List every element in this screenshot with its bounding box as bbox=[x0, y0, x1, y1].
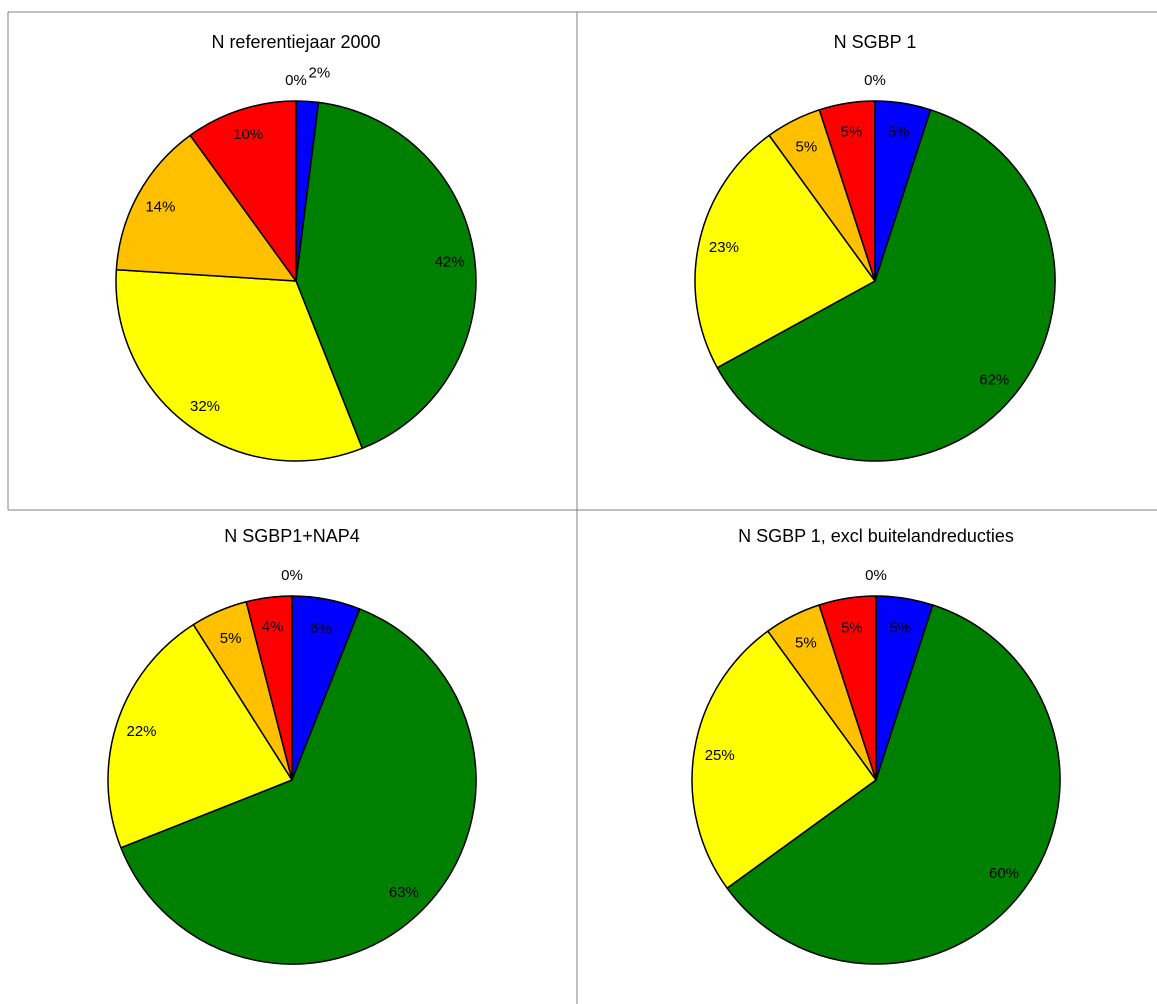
slice-label-white: 0% bbox=[281, 567, 303, 584]
pie-chart-panel-2: N SGBP 1 5% 62% 23% 5% 5% 0% bbox=[577, 0, 1157, 510]
pie-slice-green bbox=[716, 109, 1056, 462]
slice-label-white: 0% bbox=[285, 72, 307, 89]
pie-slice-yellow bbox=[115, 268, 364, 462]
pie-2: 5% 62% 23% 5% 5% 0% bbox=[694, 72, 1056, 462]
pie-slice-yellow bbox=[691, 630, 877, 889]
pie-slice-green bbox=[726, 604, 1061, 965]
slice-label-orange: 5% bbox=[795, 634, 817, 651]
slice-label-red: 4% bbox=[262, 619, 284, 636]
chart-title: N SGBP 1 bbox=[834, 32, 917, 52]
slice-label-white: 0% bbox=[864, 72, 886, 89]
slice-label-red: 5% bbox=[841, 619, 863, 636]
slice-label-yellow: 22% bbox=[126, 723, 156, 740]
pie-slice-red bbox=[189, 100, 297, 282]
pie-slice-yellow bbox=[107, 623, 293, 849]
pie-chart-svg-3: N SGBP1+NAP4 6% 63% 22% 5% 4% 0% bbox=[107, 526, 477, 965]
slice-label-green: 60% bbox=[989, 865, 1019, 882]
slice-label-yellow: 23% bbox=[709, 239, 739, 256]
slice-label-red: 5% bbox=[841, 124, 863, 141]
slice-label-white: 0% bbox=[865, 567, 887, 584]
slice-label-blue: 2% bbox=[309, 64, 331, 81]
pie-chart-panel-4: N SGBP 1, excl buitelandreducties 5% 60% 2… bbox=[577, 510, 1157, 1004]
pie-3: 6% 63% 22% 5% 4% 0% bbox=[107, 567, 477, 965]
pie-slice-green bbox=[295, 101, 477, 450]
slice-label-green: 42% bbox=[435, 254, 465, 271]
pie-slice-orange bbox=[115, 134, 297, 282]
slice-label-orange: 5% bbox=[796, 138, 818, 155]
pie-1: 2% 42% 32% 14% 10% 0% bbox=[115, 64, 477, 462]
pie-slice-yellow bbox=[694, 134, 876, 369]
pie-chart-panel-1: N referentiejaar 2000 2% 42% 32% 14% 10% 0% bbox=[0, 0, 577, 510]
pie-chart-svg-4: N SGBP 1, excl buitelandreducties 5% 60% 2… bbox=[691, 526, 1061, 965]
slice-label-green: 63% bbox=[389, 884, 419, 901]
slice-label-blue: 5% bbox=[889, 619, 911, 636]
slice-label-blue: 6% bbox=[310, 620, 332, 637]
slice-label-yellow: 32% bbox=[190, 398, 220, 415]
chart-title: N SGBP 1, excl buitelandreducties bbox=[738, 526, 1014, 546]
slice-label-blue: 5% bbox=[888, 124, 910, 141]
slice-label-yellow: 25% bbox=[705, 747, 735, 764]
pie-chart-svg-1: N referentiejaar 2000 2% 42% 32% 14% 10% 0% bbox=[115, 32, 477, 462]
chart-title: N SGBP1+NAP4 bbox=[224, 526, 360, 546]
slice-label-red: 10% bbox=[233, 126, 263, 143]
slice-label-orange: 5% bbox=[220, 630, 242, 647]
pie-slice-green bbox=[120, 608, 477, 965]
chart-title: N referentiejaar 2000 bbox=[211, 32, 380, 52]
pie-chart-svg-2: N SGBP 1 5% 62% 23% 5% 5% 0% bbox=[694, 32, 1056, 462]
pie-chart-panel-3: N SGBP1+NAP4 6% 63% 22% 5% 4% 0% bbox=[0, 510, 577, 1004]
slice-label-orange: 14% bbox=[145, 198, 175, 215]
pie-4: 5% 60% 25% 5% 5% 0% bbox=[691, 567, 1061, 965]
slice-label-green: 62% bbox=[979, 372, 1009, 389]
